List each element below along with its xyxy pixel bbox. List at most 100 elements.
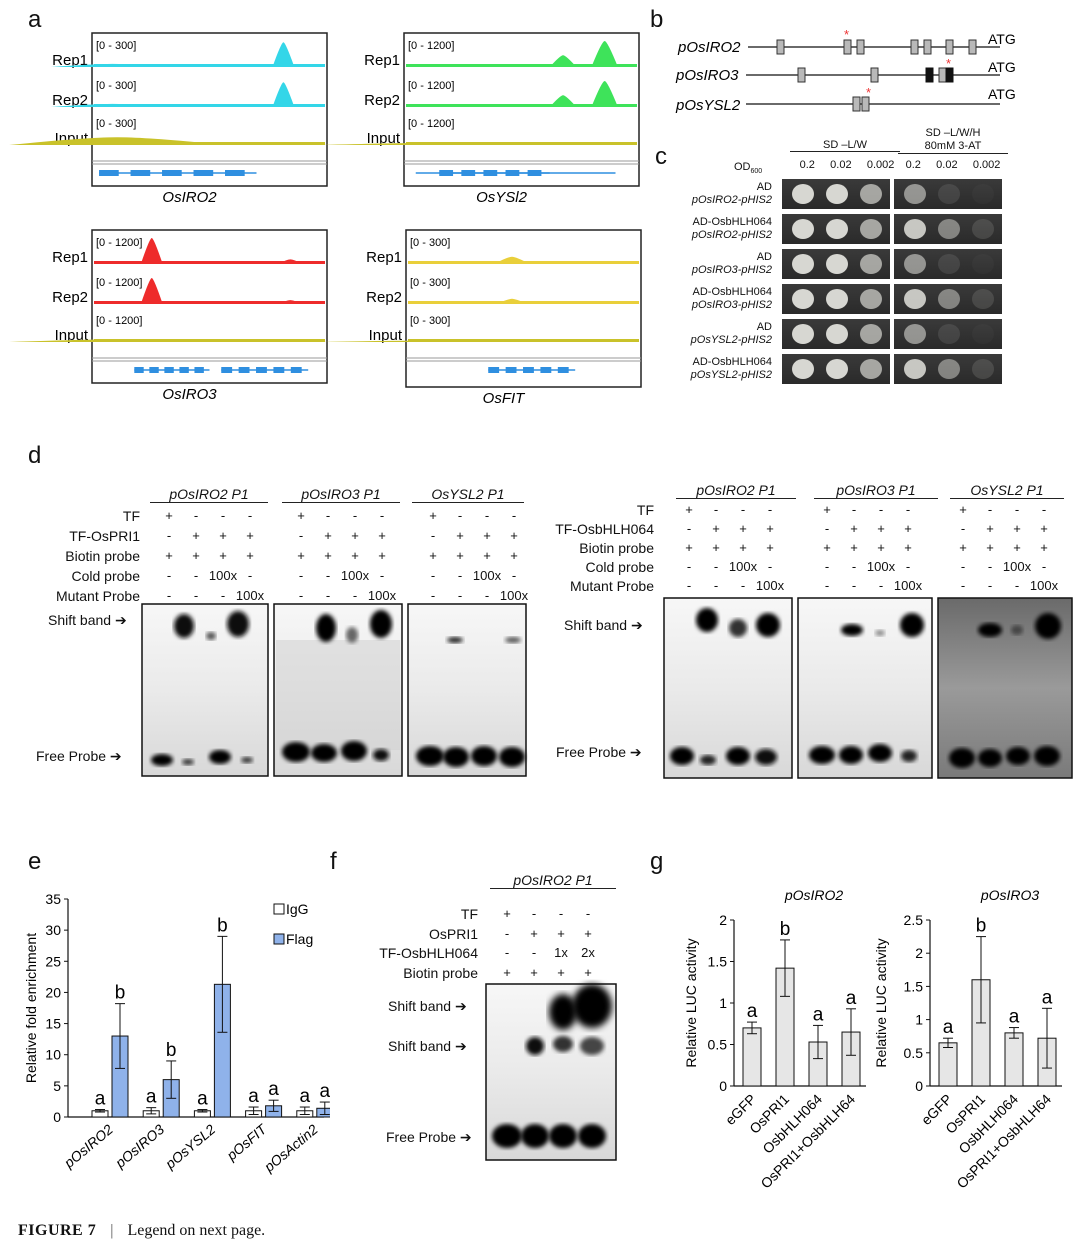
gene-exon [134,367,144,373]
track-range: [0 - 1200] [96,315,142,327]
track-peak [9,339,226,342]
promoter-label-osiro2: pOsIRO2 [677,39,741,56]
emsa-sign: - [430,568,436,583]
yeast-spot [938,359,960,379]
emsa-sign: 100x [866,559,896,574]
yeast-spot [826,324,848,344]
col-group-sd-lw: SD –L/W [790,139,900,152]
emsa-sign: - [325,508,331,523]
emsa-sign: - [740,502,746,517]
significance-letter: a [95,1089,106,1110]
emsa-sign: + [378,548,386,563]
emsa-sign: + [959,502,967,517]
emsa-sign: - [166,568,172,583]
emsa-sign: - [905,502,911,517]
emsa-sign: - [824,578,830,593]
emsa-sign: 100x [893,578,923,593]
track-label-rep2: Rep2 [366,289,402,306]
emsa-sign: + [510,528,518,543]
yeast-spot [972,289,994,309]
emsa-sign: + [1013,521,1021,536]
y-tick-label: 0 [53,1109,61,1125]
track-peak [140,238,163,264]
y1h-row-label: AD-OsbHLH064 pOsYSL2-pHIS2 [690,356,772,381]
emsa-sign: + [192,548,200,563]
emsa-sign: + [429,508,437,523]
emsa-sign: - [531,945,537,960]
emsa-sign: - [166,528,172,543]
promoter-label-osiro3: pOsIRO3 [675,67,739,84]
col-group-sd-lwh-line2: 80mM 3-AT [924,140,982,152]
panel-a-chip-tracks: Rep1 [0 - 300] Rep2 [0 - 300] Input [0 - 300]… [0,0,650,420]
emsa-sign: - [905,559,911,574]
gene-exon [505,367,517,373]
emsa-sign: + [530,925,538,941]
row-label-tf: TF [122,508,140,524]
y-tick-label: 1.5 [904,978,924,994]
gene-exon [256,367,267,373]
track-range: [0 - 1200] [408,118,454,130]
yeast-spot [826,184,848,204]
gene-exon [194,367,204,373]
y-tick-label: 1 [719,995,727,1011]
y-tick-label: 5 [53,1078,61,1094]
track-range: [0 - 1200] [408,80,454,92]
x-category-label: pOsIRO3 [111,1121,167,1172]
emsa-sign: - [430,588,436,603]
track-peak [277,300,304,304]
emsa-sign: + [557,964,565,980]
yeast-plate [782,319,890,349]
emsa-sign: + [986,521,994,536]
y-tick-label: 20 [45,984,61,1000]
track-range: [0 - 1200] [96,277,142,289]
figure-label: FIGURE 7 [18,1222,97,1239]
yeast-plate [894,214,1002,244]
emsa-sign: - [247,508,253,523]
emsa-sign: - [1014,502,1020,517]
yeast-spot [904,254,926,274]
emsa-sign: - [457,588,463,603]
x-category-label: pOsYSL2 [161,1121,218,1173]
emsa-sign: - [767,559,773,574]
emsa-sign: + [530,964,538,980]
y-tick-label: 2 [719,912,727,928]
emsa-sign: - [325,568,331,583]
y-axis-label: Relative LUC activity [873,938,889,1067]
row-label-tf-ospri1: TF-OsPRI1 [69,528,140,544]
emsa-sign: + [429,548,437,563]
gel-left-3 [407,603,527,777]
yeast-spot [938,184,960,204]
dilution-header-1: 0.2 0.02 0.002 [799,159,895,171]
panel-f-emsa: pOsIRO2 P1 TF OsPRI1 TF-OsbHLH064 Biotin… [330,866,650,1166]
emsa-sign: - [220,508,226,523]
emsa-sign: - [987,559,993,574]
significance-letter: a [943,1017,954,1038]
emsa-sign: + [219,528,227,543]
track-group-osfit: Rep1 [0 - 300] Rep2 [0 - 300] Input [0 - 300]… [323,229,642,407]
y-tick-label: 0.5 [904,1045,924,1061]
yeast-spot [972,324,994,344]
gel-f [485,983,617,1161]
y-tick-label: 1.5 [708,954,728,970]
track-label-rep1: Rep1 [366,249,402,266]
gene-exon [523,367,534,373]
emsa-left-title-1: pOsIRO2 P1 [150,486,268,503]
gel-right-3 [937,597,1073,779]
track-peak [272,42,295,67]
dilution-header-2: 0.2 0.02 0.002 [905,159,1001,171]
emsa-sign: 100x [1002,559,1032,574]
emsa-sign: + [219,548,227,563]
asterisk-icon: * [866,85,871,100]
emsa-right-title-3: OsYSL2 P1 [950,482,1064,499]
emsa-sign: + [510,548,518,563]
yeast-spot [860,219,882,239]
row-label-tf: TF [636,502,654,518]
gene-exon [179,367,189,373]
emsa-sign: - [166,588,172,603]
emsa-sign: 2x [581,945,595,960]
significance-letter: b [780,919,791,940]
emsa-sign: + [904,521,912,536]
yeast-spot [860,184,882,204]
track-label-rep1: Rep1 [52,249,88,266]
